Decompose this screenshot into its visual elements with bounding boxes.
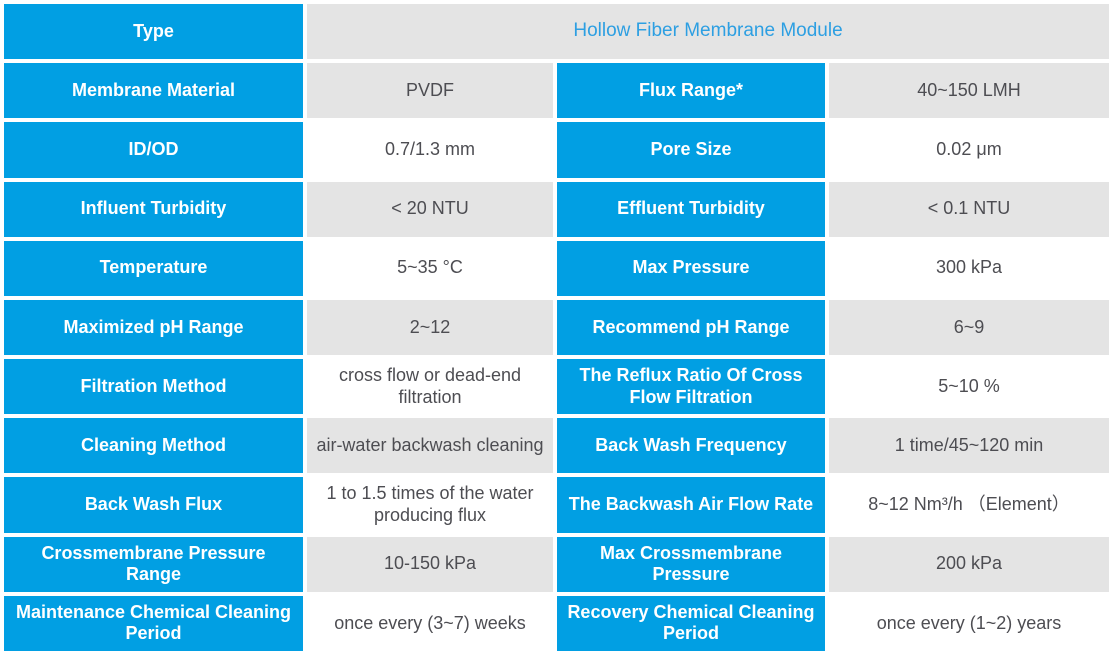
recovery-chemical-cleaning-period-label: Recovery Chemical Cleaning Period (557, 595, 825, 651)
table-row: Crossmembrane Pressure Range 10-150 kPa … (4, 536, 1110, 592)
crossmembrane-pressure-range-label: Crossmembrane Pressure Range (4, 536, 303, 592)
filtration-method-label: Filtration Method (4, 359, 303, 415)
table-row: ID/OD 0.7/1.3 mm Pore Size 0.02 μm (4, 122, 1110, 178)
back-wash-flux-label: Back Wash Flux (4, 477, 303, 533)
table-row: Type Hollow Fiber Membrane Module (4, 4, 1110, 60)
back-wash-frequency-label: Back Wash Frequency (557, 418, 825, 474)
pore-size-value: 0.02 μm (829, 122, 1110, 178)
type-value: Hollow Fiber Membrane Module (307, 4, 1110, 60)
backwash-air-flow-rate-label: The Backwash Air Flow Rate (557, 477, 825, 533)
back-wash-frequency-value: 1 time/45~120 min (829, 418, 1110, 474)
recommend-ph-range-value: 6~9 (829, 299, 1110, 356)
max-pressure-value: 300 kPa (829, 240, 1110, 296)
maintenance-chemical-cleaning-period-label: Maintenance Chemical Cleaning Period (4, 595, 303, 651)
table-row: Membrane Material PVDF Flux Range* 40~15… (4, 63, 1110, 119)
maximized-ph-range-value: 2~12 (307, 299, 553, 356)
temperature-value: 5~35 °C (307, 240, 553, 296)
recommend-ph-range-label: Recommend pH Range (557, 299, 825, 356)
id-od-value: 0.7/1.3 mm (307, 122, 553, 178)
type-label: Type (4, 4, 303, 60)
reflux-ratio-value: 5~10 % (829, 359, 1110, 415)
crossmembrane-pressure-range-value: 10-150 kPa (307, 536, 553, 592)
filtration-method-value: cross flow or dead-end filtration (307, 359, 553, 415)
table-row: Influent Turbidity < 20 NTU Effluent Tur… (4, 181, 1110, 237)
pore-size-label: Pore Size (557, 122, 825, 178)
back-wash-flux-value: 1 to 1.5 times of the water producing fl… (307, 477, 553, 533)
maximized-ph-range-label: Maximized pH Range (4, 299, 303, 356)
flux-range-value: 40~150 LMH (829, 63, 1110, 119)
maintenance-chemical-cleaning-period-value: once every (3~7) weeks (307, 595, 553, 651)
table-row: Filtration Method cross flow or dead-end… (4, 359, 1110, 415)
reflux-ratio-label: The Reflux Ratio Of Cross Flow Filtratio… (557, 359, 825, 415)
table-row: Temperature 5~35 °C Max Pressure 300 kPa (4, 240, 1110, 296)
table-row: Cleaning Method air-water backwash clean… (4, 418, 1110, 474)
table-row: Maximized pH Range 2~12 Recommend pH Ran… (4, 299, 1110, 356)
max-pressure-label: Max Pressure (557, 240, 825, 296)
max-crossmembrane-pressure-label: Max Crossmembrane Pressure (557, 536, 825, 592)
id-od-label: ID/OD (4, 122, 303, 178)
influent-turbidity-value: < 20 NTU (307, 181, 553, 237)
table-row: Maintenance Chemical Cleaning Period onc… (4, 595, 1110, 651)
cleaning-method-label: Cleaning Method (4, 418, 303, 474)
backwash-air-flow-rate-value: 8~12 Nm³/h （Element） (829, 477, 1110, 533)
influent-turbidity-label: Influent Turbidity (4, 181, 303, 237)
flux-range-label: Flux Range* (557, 63, 825, 119)
effluent-turbidity-value: < 0.1 NTU (829, 181, 1110, 237)
recovery-chemical-cleaning-period-value: once every (1~2) years (829, 595, 1110, 651)
effluent-turbidity-label: Effluent Turbidity (557, 181, 825, 237)
membrane-material-label: Membrane Material (4, 63, 303, 119)
temperature-label: Temperature (4, 240, 303, 296)
cleaning-method-value: air-water backwash cleaning (307, 418, 553, 474)
membrane-material-value: PVDF (307, 63, 553, 119)
max-crossmembrane-pressure-value: 200 kPa (829, 536, 1110, 592)
table-row: Back Wash Flux 1 to 1.5 times of the wat… (4, 477, 1110, 533)
